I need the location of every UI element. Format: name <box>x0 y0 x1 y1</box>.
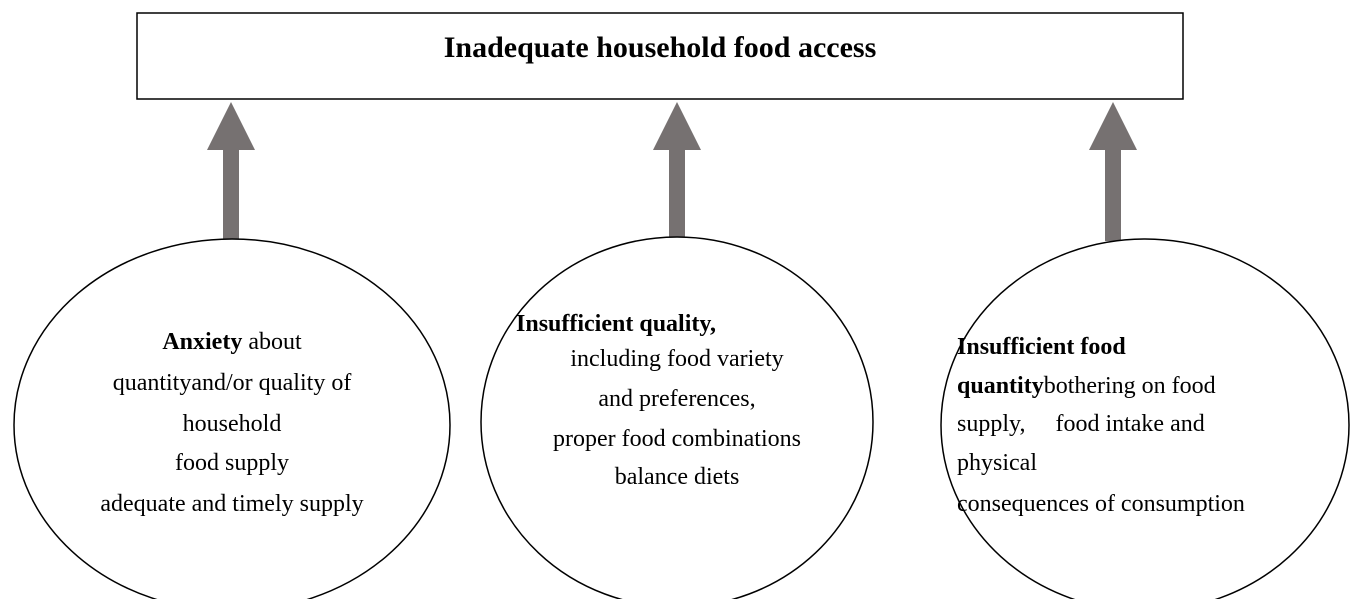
node-text: household <box>183 411 282 437</box>
text-segment: Insufficient quality, <box>516 311 716 337</box>
ellipse <box>13 238 451 599</box>
ellipse <box>940 238 1350 599</box>
arrows <box>207 102 1137 241</box>
text-segment: consequences of consumption <box>957 491 1245 517</box>
text-segment: adequate and timely supply <box>100 491 363 517</box>
node-text: consequences of consumption <box>957 491 1245 517</box>
ellipses <box>13 236 1350 599</box>
text-segment: household <box>183 411 282 437</box>
text-segment: proper food combinations <box>553 426 801 452</box>
arrow <box>1089 102 1137 241</box>
text-segment: including food variety <box>570 346 783 372</box>
arrow <box>653 102 701 241</box>
node-text: Anxiety about <box>162 329 302 355</box>
ellipse <box>480 236 874 599</box>
title-box <box>136 12 1184 100</box>
text-segment: quantityand/or quality of <box>113 370 352 396</box>
node-text: adequate and timely supply <box>100 491 363 517</box>
node-text: proper food combinations <box>553 426 801 452</box>
text-segment: food supply <box>175 450 289 476</box>
text-segment: about <box>242 329 302 355</box>
text-segment: bothering on food <box>1044 373 1216 399</box>
text-segment: physical <box>957 450 1037 476</box>
node-text: and preferences, <box>598 386 755 412</box>
node-text: including food variety <box>570 346 783 372</box>
node-text: balance diets <box>615 464 740 490</box>
text-segment: and preferences, <box>598 386 755 412</box>
text-segment: Anxiety <box>162 329 242 355</box>
node-text: food supply <box>175 450 289 476</box>
text-segment: balance diets <box>615 464 740 490</box>
text-segment: Insufficient food <box>957 334 1126 360</box>
node-text: quantitybothering on food <box>957 373 1216 399</box>
text-segment: supply, food intake and <box>957 411 1205 437</box>
node-text: supply, food intake and <box>957 411 1205 437</box>
node-text: Insufficient quality, <box>516 311 716 337</box>
node-text: physical <box>957 450 1037 476</box>
text-segment: quantity <box>957 373 1044 399</box>
node-text: quantityand/or quality of <box>113 370 352 396</box>
node-text: Insufficient food <box>957 334 1126 360</box>
title: Inadequate household food access <box>444 31 877 64</box>
arrow <box>207 102 255 241</box>
